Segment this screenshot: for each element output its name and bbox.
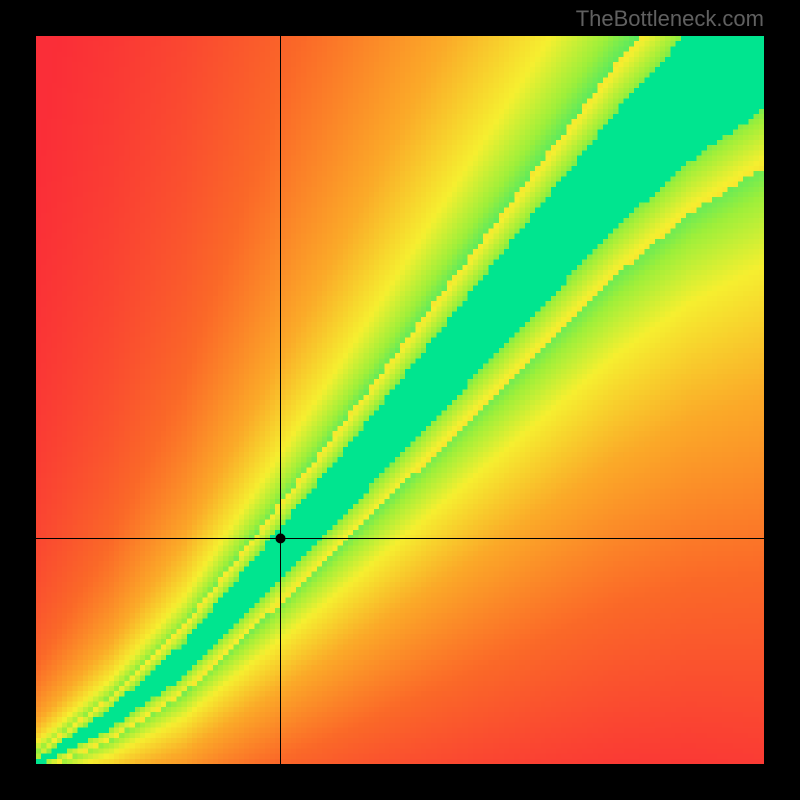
watermark-text: TheBottleneck.com bbox=[576, 6, 764, 32]
plot-area bbox=[36, 36, 764, 764]
crosshair-overlay bbox=[36, 36, 764, 764]
chart-container: TheBottleneck.com bbox=[0, 0, 800, 800]
